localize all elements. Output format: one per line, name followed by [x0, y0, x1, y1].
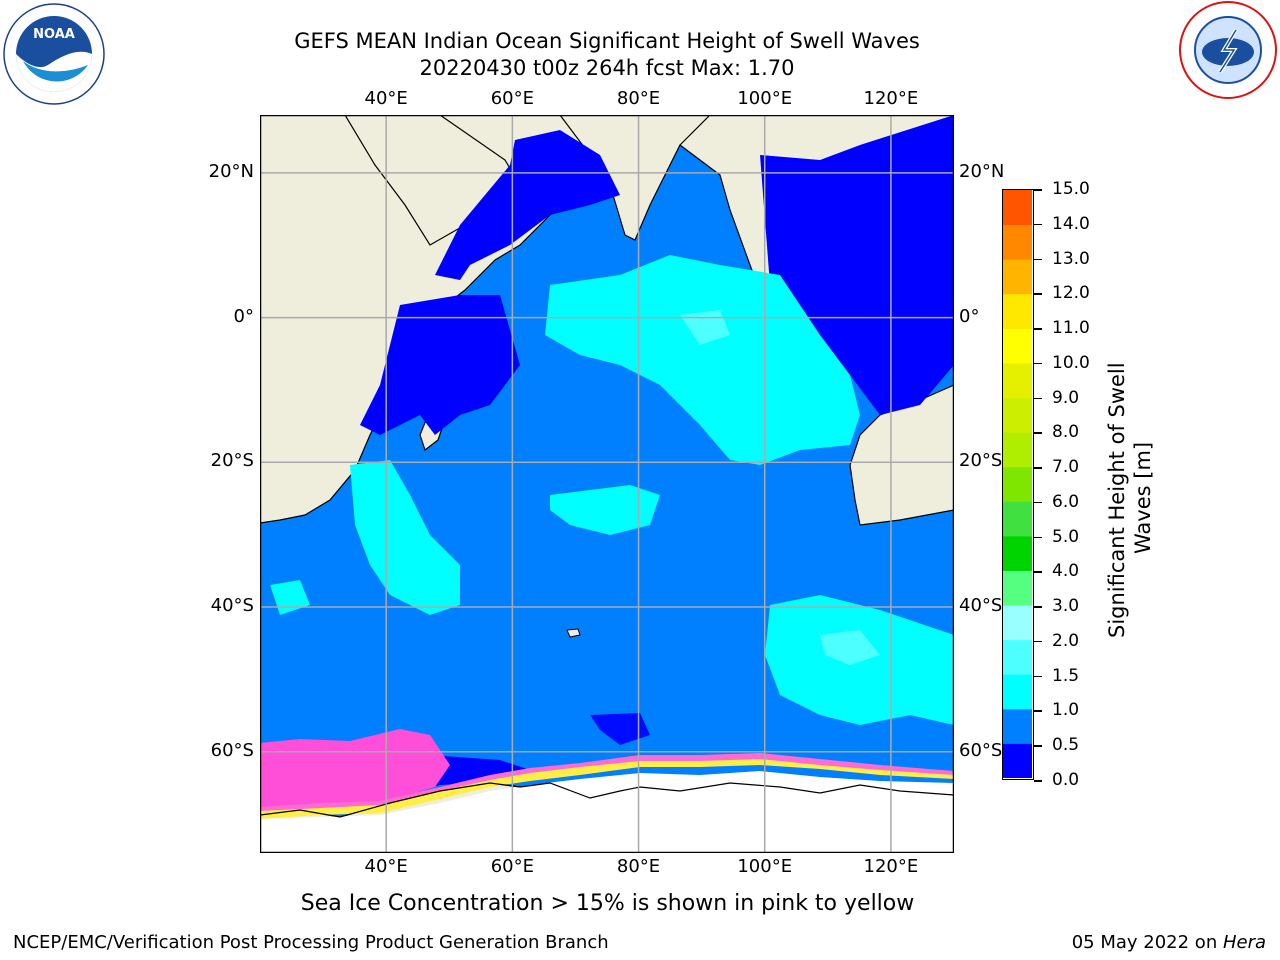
colorbar-segment	[1003, 190, 1032, 226]
colorbar-tick-label: 3.0	[1052, 596, 1080, 617]
lon-label-bottom: 60°E	[490, 856, 534, 877]
lat-label-left: 20°S	[210, 450, 254, 472]
chart-title: GEFS MEAN Indian Ocean Significant Heigh…	[294, 29, 920, 53]
colorbar-tick	[1034, 745, 1042, 747]
colorbar-tick-label: 0.5	[1052, 735, 1080, 756]
colorbar-tick	[1034, 710, 1042, 712]
lon-label-bottom: 120°E	[863, 856, 919, 877]
colorbar-label: Significant Height of Swell Waves [m]	[1104, 362, 1164, 638]
footer-right: 05 May 2022 on Hera	[1072, 932, 1266, 953]
colorbar-tick	[1034, 189, 1042, 191]
colorbar-tick	[1034, 640, 1042, 643]
colorbar-tick	[1034, 501, 1042, 504]
colorbar-segment	[1003, 535, 1032, 571]
colorbar-segment	[1003, 432, 1032, 468]
lat-label-left: 40°S	[210, 595, 254, 616]
nws-logo	[1178, 0, 1278, 100]
colorbar-tick-label: 8.0	[1052, 422, 1080, 443]
colorbar-tick	[1034, 223, 1042, 226]
kerguelen-island	[566, 628, 581, 638]
noaa-logo-text: NOAA	[33, 27, 75, 42]
colorbar-segment	[1003, 501, 1032, 537]
colorbar-tick	[1034, 675, 1042, 678]
lon-label-top: 100°E	[737, 88, 793, 109]
sea-ice	[259, 729, 955, 853]
colorbar-tick-label: 2.0	[1052, 630, 1080, 651]
map-frame	[259, 114, 955, 854]
colorbar-segment	[1003, 674, 1032, 710]
colorbar-tick-label: 1.0	[1052, 700, 1080, 721]
colorbar-tick	[1034, 362, 1042, 365]
colorbar-tick-label: 10.0	[1052, 352, 1090, 373]
lon-label-bottom: 40°E	[364, 856, 408, 877]
colorbar-tick	[1034, 293, 1042, 295]
higher-swell-patches	[680, 310, 880, 665]
colorbar-tick-label: 5.0	[1052, 526, 1080, 547]
colorbar-tick-label: 0.0	[1052, 770, 1080, 790]
chart-subtitle: 20220430 t00z 264h fcst Max: 1.70	[419, 56, 795, 80]
colorbar-tick-label: 12.0	[1052, 283, 1090, 304]
colorbar-label-line1: Significant Height of Swell	[1105, 362, 1129, 638]
lon-label-top: 80°E	[616, 88, 661, 109]
lat-label-right: 20°N	[959, 160, 1005, 182]
colorbar-tick-label: 9.0	[1052, 387, 1080, 408]
lon-label-bottom: 80°E	[616, 856, 661, 877]
colorbar-tick	[1034, 606, 1042, 608]
colorbar-tick	[1034, 432, 1042, 434]
colorbar-segment	[1003, 466, 1032, 502]
colorbar-tick-label: 7.0	[1052, 457, 1080, 478]
colorbar-tick	[1034, 328, 1042, 330]
colorbar-label-line2: Waves [m]	[1131, 441, 1155, 554]
map-area[interactable]	[259, 114, 955, 854]
lat-label-right: 40°S	[959, 595, 1003, 616]
colorbar-segment	[1003, 639, 1032, 675]
colorbar-segment	[1003, 259, 1032, 295]
noaa-logo: NOAA	[3, 3, 105, 105]
colorbar-segment	[1003, 293, 1032, 329]
colorbar-tick-label: 15.0	[1052, 179, 1090, 199]
colorbar-tick-label: 4.0	[1052, 561, 1080, 582]
colorbar-tick	[1034, 780, 1042, 782]
footer-left: NCEP/EMC/Verification Post Processing Pr…	[13, 932, 609, 953]
footer-host: Hera	[1222, 932, 1266, 953]
colorbar-segment	[1003, 743, 1032, 778]
colorbar-tick	[1034, 258, 1042, 261]
lat-label-right: 60°S	[959, 739, 1003, 761]
colorbar-tick-label: 13.0	[1052, 248, 1090, 269]
lon-label-top: 40°E	[364, 88, 408, 109]
lat-label-left: 0°	[233, 305, 254, 327]
colorbar-tick	[1034, 536, 1042, 539]
colorbar-tick-label: 14.0	[1052, 213, 1090, 234]
colorbar-tick	[1034, 467, 1042, 469]
gridlines	[260, 115, 954, 853]
colorbar-segment	[1003, 570, 1032, 606]
colorbar-segment	[1003, 605, 1032, 641]
colorbar-segment	[1003, 397, 1032, 433]
lat-label-left: 60°S	[210, 739, 254, 761]
colorbar-tick	[1034, 397, 1042, 400]
low-swell-zones	[360, 115, 954, 805]
colorbar-tick-label: 6.0	[1052, 491, 1080, 512]
colorbar-tick	[1034, 571, 1042, 573]
colorbar-tick-label: 1.5	[1052, 665, 1080, 686]
lat-label-right: 0°	[959, 305, 980, 327]
lon-label-top: 60°E	[490, 88, 534, 109]
footer-date: 05 May 2022 on	[1071, 932, 1223, 953]
colorbar-tick-label: 11.0	[1052, 318, 1090, 339]
colorbar	[1002, 189, 1034, 780]
lat-label-left: 20°N	[208, 160, 254, 182]
lat-label-right: 20°S	[959, 450, 1003, 472]
colorbar-segment	[1003, 362, 1032, 399]
colorbar-segment	[1003, 224, 1032, 260]
lon-label-bottom: 100°E	[737, 856, 793, 877]
colorbar-segment	[1003, 328, 1032, 364]
sea-ice-caption: Sea Ice Concentration > 15% is shown in …	[300, 891, 915, 916]
lon-label-top: 120°E	[863, 88, 919, 109]
colorbar-segment	[1003, 708, 1032, 744]
